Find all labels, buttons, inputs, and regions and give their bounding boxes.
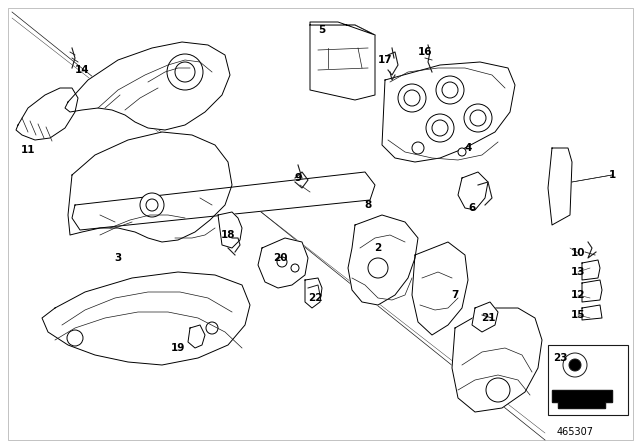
Text: 8: 8 (364, 200, 372, 210)
Polygon shape (310, 22, 375, 35)
Polygon shape (72, 172, 375, 230)
Text: 1: 1 (609, 170, 616, 180)
Text: 3: 3 (115, 253, 122, 263)
Circle shape (398, 84, 426, 112)
Circle shape (470, 110, 486, 126)
Text: 5: 5 (318, 25, 326, 35)
Text: 16: 16 (418, 47, 432, 57)
Circle shape (458, 148, 466, 156)
Polygon shape (582, 305, 602, 320)
Text: 11: 11 (20, 145, 35, 155)
Circle shape (206, 322, 218, 334)
Polygon shape (188, 325, 205, 348)
Polygon shape (382, 62, 515, 162)
Polygon shape (310, 25, 375, 100)
Circle shape (277, 257, 287, 267)
Polygon shape (42, 272, 250, 365)
Text: 23: 23 (553, 353, 567, 363)
Circle shape (569, 359, 581, 371)
Circle shape (426, 114, 454, 142)
Text: 10: 10 (571, 248, 585, 258)
Circle shape (291, 264, 299, 272)
Text: 2: 2 (374, 243, 381, 253)
Text: 465307: 465307 (557, 427, 593, 437)
Circle shape (563, 353, 587, 377)
Circle shape (442, 82, 458, 98)
Circle shape (404, 90, 420, 106)
Text: 14: 14 (75, 65, 90, 75)
Text: 7: 7 (451, 290, 459, 300)
Text: 18: 18 (221, 230, 236, 240)
Polygon shape (258, 238, 308, 288)
FancyBboxPatch shape (548, 345, 628, 415)
Text: 12: 12 (571, 290, 585, 300)
Polygon shape (412, 242, 468, 335)
Circle shape (167, 54, 203, 90)
Polygon shape (16, 88, 78, 140)
Polygon shape (218, 212, 242, 248)
Text: 19: 19 (171, 343, 185, 353)
Polygon shape (452, 308, 542, 412)
FancyBboxPatch shape (8, 8, 633, 440)
Polygon shape (582, 280, 602, 302)
Circle shape (67, 330, 83, 346)
Circle shape (464, 104, 492, 132)
Polygon shape (305, 278, 322, 308)
Circle shape (368, 258, 388, 278)
Polygon shape (65, 42, 230, 130)
Polygon shape (552, 390, 612, 408)
Text: 17: 17 (378, 55, 392, 65)
Text: 15: 15 (571, 310, 585, 320)
Polygon shape (458, 172, 488, 210)
Text: 13: 13 (571, 267, 585, 277)
Circle shape (140, 193, 164, 217)
Polygon shape (472, 302, 498, 332)
Circle shape (146, 199, 158, 211)
Polygon shape (68, 132, 232, 242)
Text: 4: 4 (464, 143, 472, 153)
Text: 21: 21 (481, 313, 495, 323)
Circle shape (412, 142, 424, 154)
Polygon shape (582, 260, 600, 280)
Polygon shape (348, 215, 418, 305)
Text: 6: 6 (468, 203, 476, 213)
Circle shape (432, 120, 448, 136)
Polygon shape (548, 148, 572, 225)
Circle shape (486, 378, 510, 402)
Text: 20: 20 (273, 253, 287, 263)
Circle shape (436, 76, 464, 104)
Text: 22: 22 (308, 293, 323, 303)
Circle shape (175, 62, 195, 82)
Text: 9: 9 (294, 173, 301, 183)
